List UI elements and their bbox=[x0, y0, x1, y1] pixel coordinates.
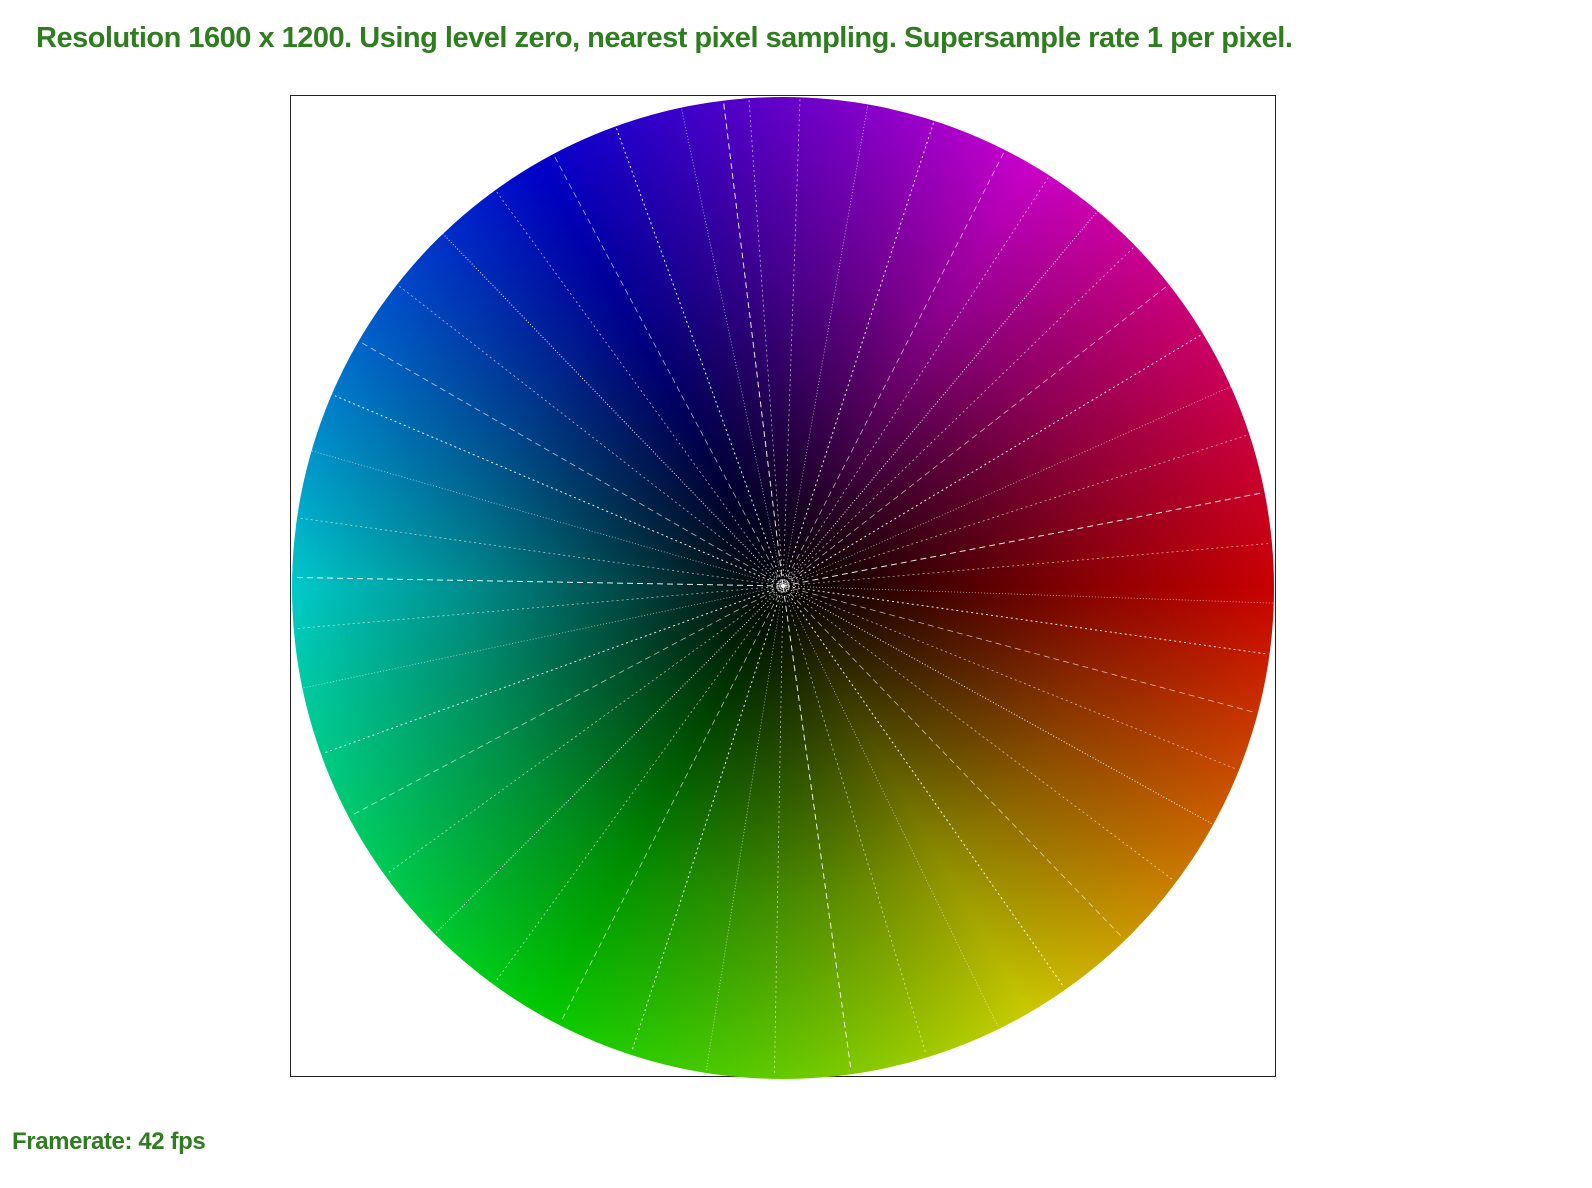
sampling-ray bbox=[782, 119, 935, 587]
sampling-ray bbox=[442, 233, 784, 587]
sampling-ray bbox=[350, 585, 784, 817]
sampling-ray bbox=[358, 340, 784, 587]
sampling-ray bbox=[782, 585, 1124, 939]
render-viewport[interactable] bbox=[290, 95, 1276, 1079]
sampling-ray bbox=[436, 585, 784, 933]
sampling-ray bbox=[782, 245, 1136, 587]
sampling-ray bbox=[782, 210, 1099, 587]
sampling-ray bbox=[782, 149, 1006, 587]
sampling-ray bbox=[782, 585, 1269, 655]
sampling-ray bbox=[782, 585, 999, 1027]
sampling-ray bbox=[782, 585, 927, 1055]
sampling-ray bbox=[782, 284, 1170, 587]
sampling-ray bbox=[782, 585, 1175, 882]
sampling-ray bbox=[705, 585, 784, 1071]
sampling-ray bbox=[560, 585, 784, 1023]
sampling-ray bbox=[782, 174, 1051, 587]
sampling-ray bbox=[331, 394, 784, 587]
sampling-ray bbox=[782, 585, 852, 1072]
sampling-ray bbox=[782, 585, 1212, 824]
sampling-ray bbox=[782, 585, 1257, 714]
sampling-ray bbox=[748, 97, 784, 587]
sampling-ray bbox=[782, 542, 1272, 587]
sampling-ray bbox=[494, 189, 784, 587]
sampling-ray bbox=[396, 284, 784, 587]
sampling-ray bbox=[293, 576, 784, 587]
sampling-ray bbox=[614, 125, 784, 587]
framerate-label: Framerate: 42 fps bbox=[12, 1128, 206, 1155]
sampling-rays bbox=[293, 96, 1273, 1076]
sampling-ray bbox=[782, 103, 869, 587]
sampling-ray bbox=[386, 585, 784, 875]
sampling-ray bbox=[782, 585, 1065, 988]
sampling-ray bbox=[782, 333, 1204, 587]
sampling-ray bbox=[552, 153, 784, 587]
sampling-ray bbox=[680, 106, 784, 587]
sampling-ray bbox=[297, 517, 784, 587]
sampling-ray bbox=[782, 434, 1250, 587]
sampling-ray bbox=[494, 585, 784, 983]
sampling-ray bbox=[294, 585, 784, 630]
sampling-ray bbox=[782, 492, 1265, 587]
sampling-ray bbox=[782, 585, 1273, 604]
status-title: Resolution 1600 x 1200. Using level zero… bbox=[36, 22, 1293, 54]
sampling-ray bbox=[631, 585, 784, 1053]
sampling-ray bbox=[311, 450, 784, 587]
sampling-ray bbox=[774, 585, 784, 1076]
sampling-ray bbox=[322, 585, 784, 755]
sampling-ray bbox=[782, 96, 801, 587]
sampling-ray bbox=[782, 386, 1231, 587]
sampling-rays-overlay bbox=[293, 96, 1273, 1076]
sampling-ray bbox=[722, 99, 784, 587]
sampling-ray bbox=[782, 585, 1238, 770]
sampling-ray bbox=[303, 585, 784, 689]
